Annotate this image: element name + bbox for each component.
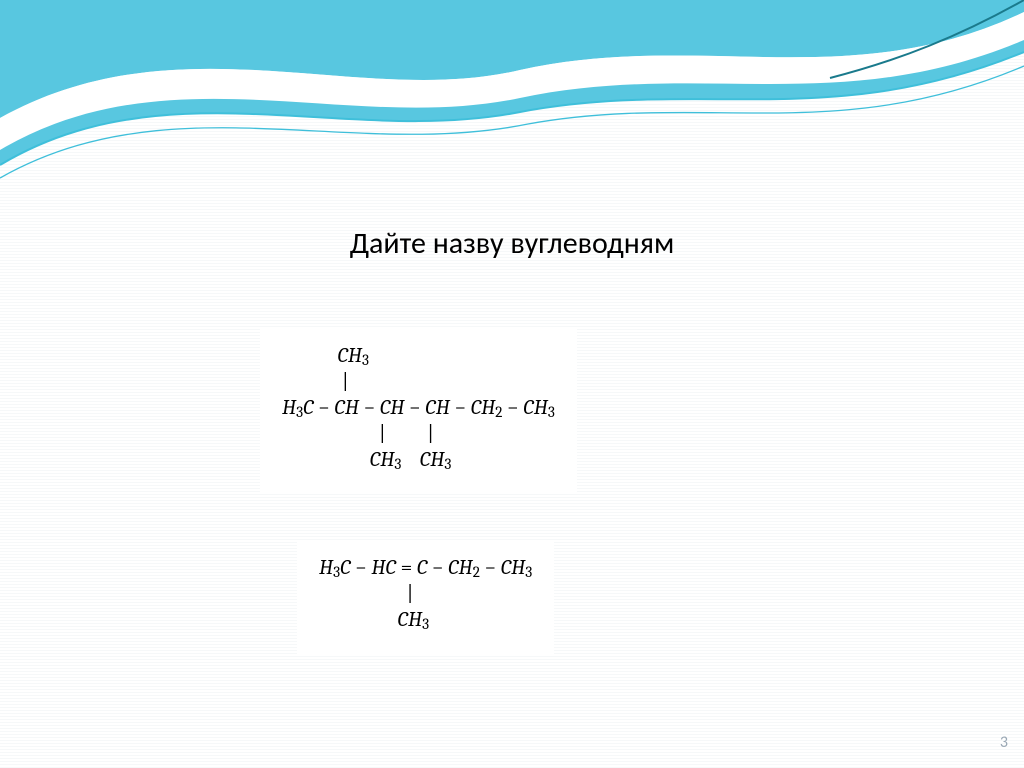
page-number: 3 (1000, 733, 1008, 752)
slide-title: Дайте назву вуглеводням (0, 225, 1024, 262)
header-wave (0, 0, 1024, 200)
chemical-formula-1: CH3 |H3C − CH − CH − CH − CH2 − CH3 | | … (260, 328, 577, 494)
wave-icon (0, 0, 1024, 200)
chemical-formula-2: H3C − HC = C − CH2 − CH3 | CH3 (297, 540, 554, 654)
